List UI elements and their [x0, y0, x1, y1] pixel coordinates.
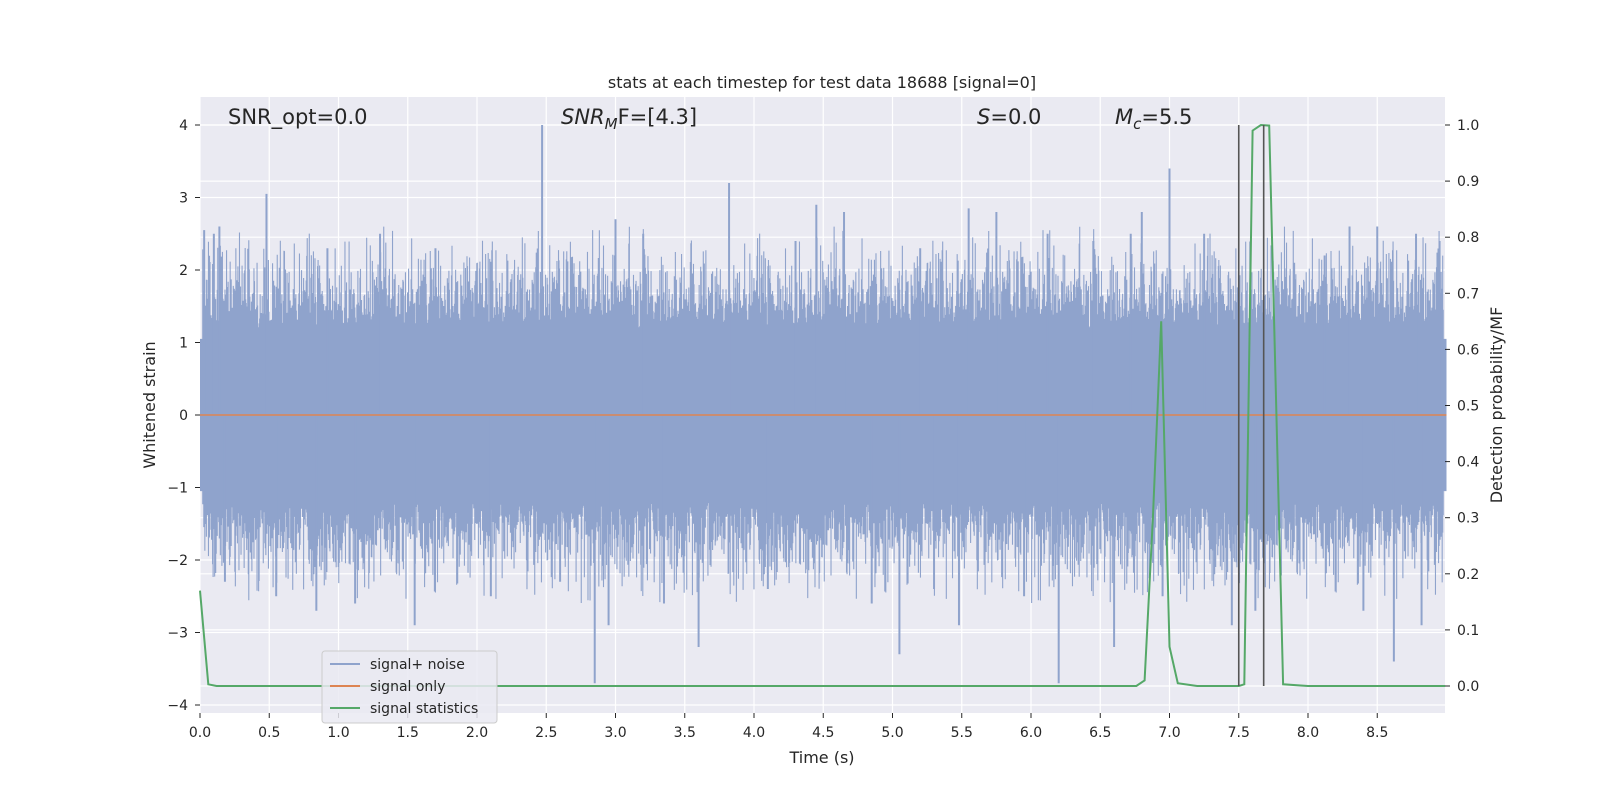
- y-left-tick-label-3: 1: [179, 336, 188, 352]
- legend-label-signal-only: signal only: [370, 679, 445, 695]
- y-left-tick-label-1: 3: [179, 191, 188, 207]
- x-tick-label-8: 4.0: [743, 725, 765, 741]
- x-tick-label-10: 5.0: [881, 725, 903, 741]
- x-axis-label: Time (s): [788, 748, 854, 767]
- y-right-tick-label-5: 0.5: [1457, 399, 1479, 415]
- annotation-mc-rest: =5.5: [1141, 105, 1192, 129]
- legend-label-signal-statistics: signal statistics: [370, 701, 478, 717]
- x-tick-label-0: 0.0: [189, 725, 211, 741]
- y-right-tick-label-2: 0.8: [1457, 230, 1479, 246]
- x-tick-label-5: 2.5: [535, 725, 557, 741]
- annotation-s-main: S: [977, 105, 990, 129]
- y-axis-left-label: Whitened strain: [140, 341, 159, 468]
- annotation-snr-mf-sub: M: [605, 115, 618, 133]
- y-right-tick-label-0: 1.0: [1457, 118, 1479, 134]
- y-axis-right-ticks: 1.0 0.9 0.8 0.7 0.6 0.5 0.4 0.3 0.2 0.1 0.0: [1445, 118, 1479, 695]
- annotation-snr-mf: SNRMF=[4.3]: [561, 105, 697, 133]
- y-axis-right-label: Detection probability/MF: [1487, 307, 1506, 504]
- y-left-tick-label-7: −3: [167, 626, 188, 642]
- x-tick-label-15: 7.5: [1228, 725, 1250, 741]
- x-tick-label-11: 5.5: [951, 725, 973, 741]
- y-right-tick-label-10: 0.0: [1457, 679, 1479, 695]
- annotation-snr-opt: SNR_opt=0.0: [228, 105, 368, 130]
- x-tick-label-7: 3.5: [674, 725, 696, 741]
- y-axis-left-ticks: 4 3 2 1 0 −1 −2 −3 −4: [167, 118, 200, 714]
- x-tick-label-6: 3.0: [604, 725, 626, 741]
- x-tick-label-2: 1.0: [327, 725, 349, 741]
- y-left-tick-label-8: −4: [167, 698, 188, 714]
- y-right-tick-label-8: 0.2: [1457, 567, 1479, 583]
- legend-label-signal-noise: signal+ noise: [370, 657, 465, 673]
- x-tick-label-12: 6.0: [1020, 725, 1042, 741]
- x-tick-label-1: 0.5: [258, 725, 280, 741]
- x-tick-label-3: 1.5: [397, 725, 419, 741]
- annotation-s: S=0.0: [977, 105, 1041, 129]
- x-tick-label-16: 8.0: [1297, 725, 1319, 741]
- annotation-snr-mf-rest: F=[4.3]: [618, 105, 697, 129]
- y-left-tick-label-2: 2: [179, 263, 188, 279]
- legend: signal+ noise signal only signal statist…: [321, 650, 498, 724]
- vertical-marker-lines: [1237, 125, 1265, 686]
- y-right-tick-label-3: 0.7: [1457, 286, 1479, 302]
- y-right-tick-label-7: 0.3: [1457, 511, 1479, 527]
- y-left-tick-label-5: −1: [167, 481, 188, 497]
- annotation-snr-mf-main: SNR: [561, 105, 605, 129]
- x-axis-ticks: 0.0 0.5 1.0 1.5 2.0 2.5 3.0 3.5 4.0 4.5 5.0 5.5 6.0 6…: [189, 713, 1388, 741]
- y-left-tick-label-0: 4: [179, 118, 188, 134]
- y-left-tick-label-4: 0: [179, 408, 188, 424]
- chart-title: stats at each timestep for test data 186…: [608, 73, 1036, 92]
- x-tick-label-17: 8.5: [1366, 725, 1388, 741]
- x-tick-label-14: 7.0: [1158, 725, 1180, 741]
- y-left-tick-label-6: −2: [167, 553, 188, 569]
- noise-spikes: [203, 125, 1441, 684]
- y-right-tick-label-9: 0.1: [1457, 623, 1479, 639]
- legend-box: [321, 650, 498, 724]
- annotation-mc: Mc=5.5: [1115, 105, 1192, 133]
- y-right-tick-label-6: 0.4: [1457, 455, 1479, 471]
- x-tick-label-13: 6.5: [1089, 725, 1111, 741]
- x-tick-label-9: 4.5: [812, 725, 834, 741]
- annotation-mc-main: M: [1115, 105, 1133, 129]
- y-right-tick-label-4: 0.6: [1457, 342, 1479, 358]
- y-right-tick-label-1: 0.9: [1457, 174, 1479, 190]
- annotation-s-rest: =0.0: [990, 105, 1041, 129]
- x-tick-label-4: 2.0: [466, 725, 488, 741]
- annotation-mc-sub: c: [1133, 115, 1142, 133]
